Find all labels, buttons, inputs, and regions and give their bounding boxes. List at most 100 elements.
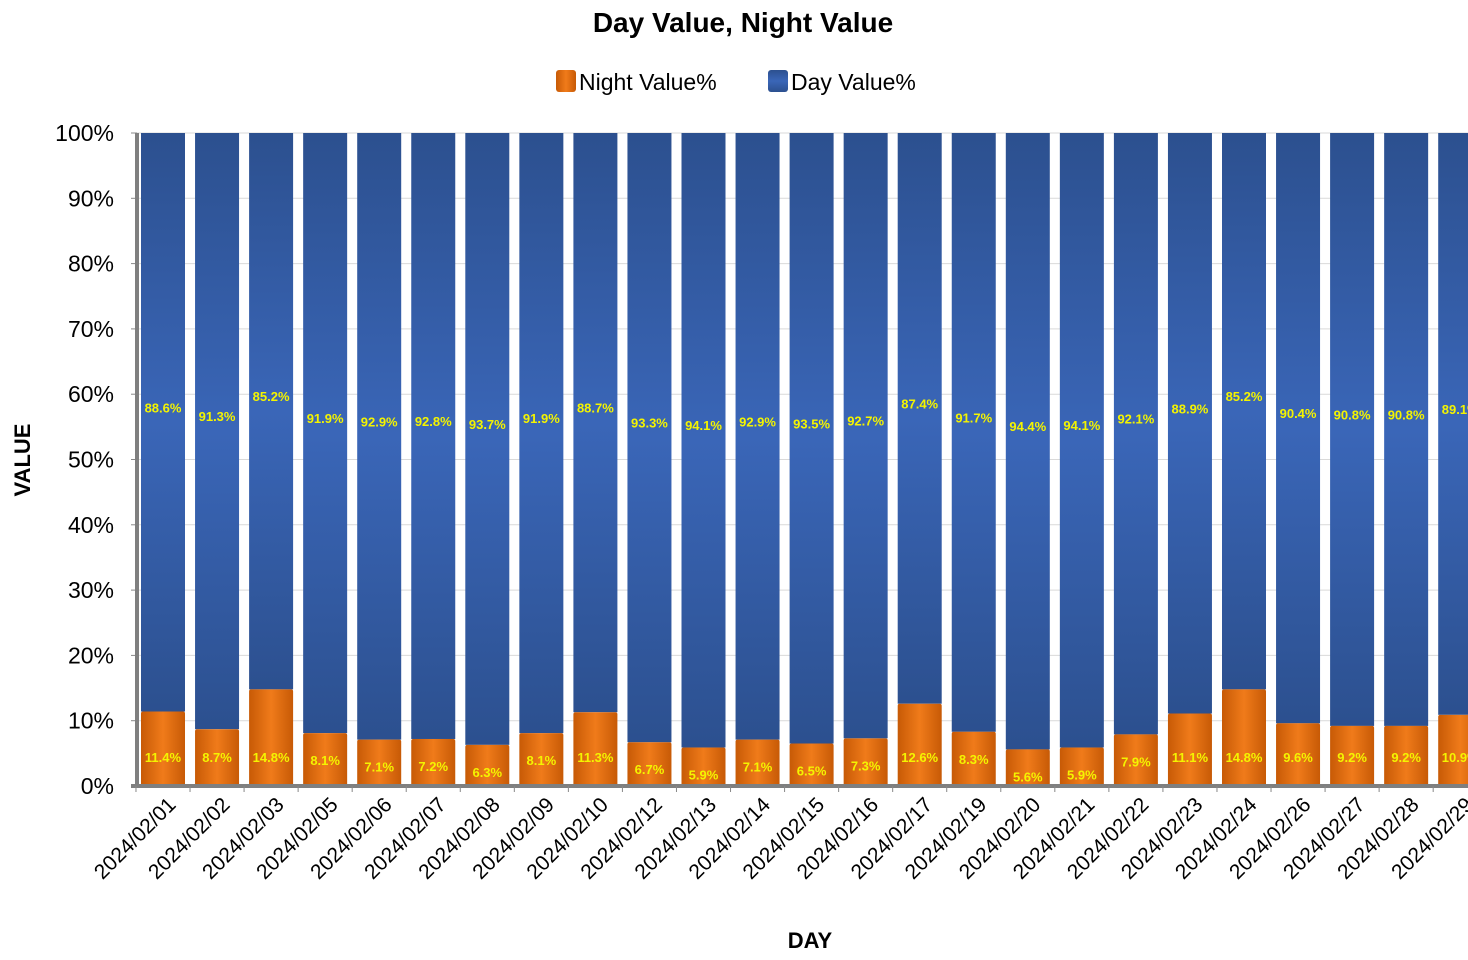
bar-day-value xyxy=(1113,133,1158,735)
data-label-night: 14.8% xyxy=(1226,750,1263,765)
bar-day-value xyxy=(1167,133,1212,714)
bar-night-value xyxy=(1438,714,1468,786)
y-axis-title: VALUE xyxy=(10,424,35,497)
bar-night-value xyxy=(1113,734,1158,786)
bar-night-value xyxy=(141,711,185,786)
bar-night-value xyxy=(735,739,780,786)
data-label-night: 6.5% xyxy=(797,764,827,779)
data-label-night: 6.3% xyxy=(472,765,502,780)
bar-day-value xyxy=(951,133,996,732)
bar-night-value xyxy=(357,739,402,786)
bar-night-value xyxy=(1005,749,1050,786)
y-tick-label: 80% xyxy=(68,251,114,277)
data-label-night: 11.4% xyxy=(145,750,182,765)
bar-night-value xyxy=(465,744,510,786)
bar-night-value xyxy=(1222,689,1266,786)
data-label-night: 7.1% xyxy=(743,760,773,775)
bar-day-value xyxy=(789,133,834,744)
data-label-day: 91.7% xyxy=(955,410,992,425)
data-label-night: 6.7% xyxy=(635,762,665,777)
bar-night-value xyxy=(1167,713,1212,786)
axes xyxy=(131,133,1468,788)
y-tick-label: 50% xyxy=(68,447,114,473)
y-tick-label: 70% xyxy=(68,316,114,342)
data-label-night: 9.2% xyxy=(1391,750,1421,765)
bar-day-value xyxy=(357,133,402,740)
data-label-night: 9.2% xyxy=(1337,750,1367,765)
bar-day-value xyxy=(1222,133,1266,690)
bar-day-value xyxy=(411,133,456,739)
legend-label-day: Day Value% xyxy=(791,69,916,95)
data-label-day: 93.7% xyxy=(469,417,506,432)
data-label-day: 92.1% xyxy=(1117,412,1154,427)
bar-night-value xyxy=(573,712,618,786)
bar-day-value xyxy=(573,133,618,713)
data-label-day: 90.8% xyxy=(1388,407,1425,422)
legend-swatch-night xyxy=(556,70,576,92)
data-label-night: 8.7% xyxy=(202,750,232,765)
bar-night-value xyxy=(411,738,456,786)
bar-day-value xyxy=(249,133,294,690)
bar-night-value xyxy=(951,731,996,786)
data-label-night: 10.9% xyxy=(1442,750,1468,765)
data-label-night: 11.3% xyxy=(577,750,614,765)
data-label-day: 85.2% xyxy=(253,389,290,404)
bar-day-value xyxy=(1384,133,1429,726)
bar-day-value xyxy=(303,133,348,734)
bar-night-value xyxy=(627,742,672,786)
bar-night-value xyxy=(195,729,240,786)
bar-night-value xyxy=(1384,725,1429,786)
data-label-day: 93.5% xyxy=(793,416,830,431)
data-label-night: 5.9% xyxy=(689,767,719,782)
bar-day-value xyxy=(681,133,726,748)
data-label-day: 90.8% xyxy=(1334,407,1371,422)
chart-title: Day Value, Night Value xyxy=(593,7,893,38)
data-label-day: 91.3% xyxy=(199,409,236,424)
data-label-day: 94.1% xyxy=(1063,418,1100,433)
data-labels: 11.4% 88.6% 8.7% 91.3% 14.8% 85.2% 8.1% 91.9% 7.… xyxy=(145,389,1468,784)
bar-night-value xyxy=(519,733,564,786)
legend-label-night: Night Value% xyxy=(579,69,717,95)
y-tick-label: 10% xyxy=(68,708,114,734)
data-label-night: 8.1% xyxy=(310,753,340,768)
data-label-day: 92.8% xyxy=(415,414,452,429)
bar-day-value xyxy=(897,133,942,704)
legend: Night Value% Day Value% xyxy=(556,69,916,95)
data-label-day: 87.4% xyxy=(901,396,938,411)
bar-night-value xyxy=(897,703,942,786)
data-label-day: 93.3% xyxy=(631,416,668,431)
y-tick-label: 90% xyxy=(68,185,114,211)
y-tick-label: 0% xyxy=(81,773,114,799)
x-axis-ticks: 2024/02/012024/02/022024/02/032024/02/05… xyxy=(90,786,1468,884)
data-label-day: 92.9% xyxy=(739,414,776,429)
bar-night-value xyxy=(303,733,348,786)
bar-day-value xyxy=(1005,133,1050,750)
x-axis-title: DAY xyxy=(788,928,833,953)
bar-day-value xyxy=(195,133,240,730)
bar-day-value xyxy=(843,133,888,739)
data-label-day: 91.9% xyxy=(523,411,560,426)
bar-day-value xyxy=(735,133,780,740)
bar-night-value xyxy=(249,689,294,786)
y-tick-label: 100% xyxy=(55,120,114,146)
bar-night-value xyxy=(1276,723,1321,786)
bar-night-value xyxy=(789,743,834,786)
bar-night-value xyxy=(1059,747,1104,786)
bar-day-value xyxy=(519,133,564,734)
data-label-night: 8.1% xyxy=(527,753,557,768)
bar-night-value xyxy=(1330,725,1375,786)
bar-night-value xyxy=(843,738,888,786)
data-label-day: 89.1% xyxy=(1442,402,1468,417)
data-label-night: 8.3% xyxy=(959,752,989,767)
bar-day-value xyxy=(465,133,510,745)
data-label-day: 88.9% xyxy=(1172,401,1209,416)
data-label-night: 12.6% xyxy=(901,750,938,765)
data-label-day: 92.7% xyxy=(847,414,884,429)
data-label-night: 11.1% xyxy=(1172,750,1209,765)
bar-day-value xyxy=(1330,133,1375,726)
y-tick-label: 30% xyxy=(68,577,114,603)
bar-day-value xyxy=(1276,133,1321,724)
y-tick-label: 20% xyxy=(68,642,114,668)
bar-day-value xyxy=(1059,133,1104,748)
